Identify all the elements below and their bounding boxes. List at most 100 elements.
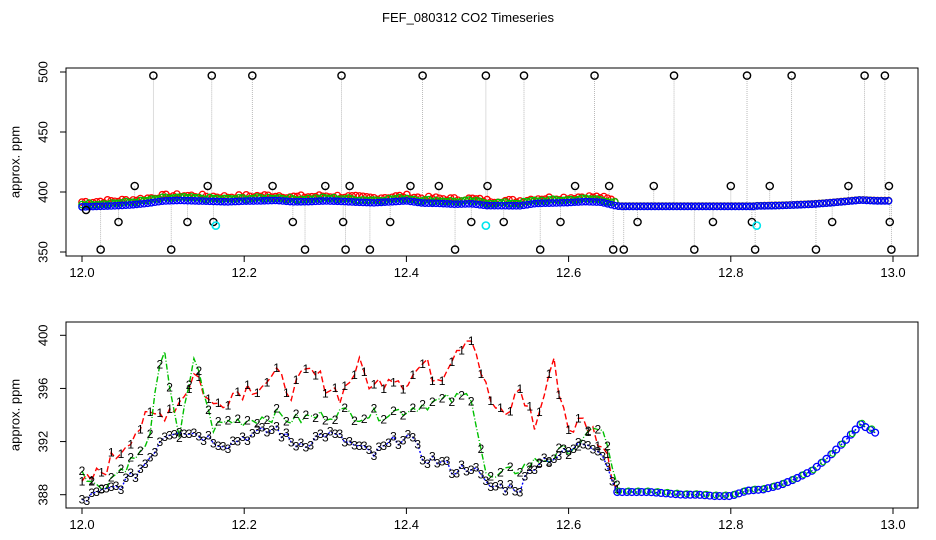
data-point-ch3 [877,197,886,205]
series-label-3: 3 [473,461,480,475]
y-tick-label: 392 [35,431,50,453]
data-point-ch3 [275,196,283,205]
data-point-ch3 [683,202,692,211]
series-point-2 [751,485,759,493]
series-label-3: 3 [609,475,616,489]
outlier-point [570,181,580,191]
data-point-ch3 [527,200,535,209]
series-label-2: 2 [614,478,621,492]
series-label-3: 3 [604,460,611,474]
series-label-1: 1 [302,362,309,376]
data-point-ch3 [559,198,568,207]
series-label-1: 1 [264,375,271,389]
x-tick-label: 12.8 [718,517,743,532]
series-label-1: 1 [225,399,232,413]
data-point-ch3 [428,199,437,208]
data-point-ch3 [103,202,112,210]
outlier-point [341,245,350,254]
series-label-2: 2 [546,455,553,469]
series-label-3: 3 [439,454,446,468]
series-point-2 [770,482,778,490]
outlier-point [114,217,123,227]
series-label-3: 3 [536,457,543,471]
data-point-ch3 [702,202,710,211]
data-point-ch3 [355,198,364,207]
series-label-1: 1 [390,375,397,389]
outlier-point [337,71,346,80]
series-label-3: 3 [98,482,105,496]
series-label-3: 3 [210,436,217,450]
data-point-ch3 [793,201,802,209]
data-point-ch3 [89,202,97,211]
data-point-ch3 [632,202,641,211]
series-point-3 [822,454,831,463]
series-label-2: 2 [147,427,154,441]
series-label-1: 1 [137,422,144,436]
series-label-3: 3 [590,442,597,456]
series-label-1: 1 [79,474,86,488]
outlier-point [149,71,158,80]
data-point-ch3 [687,202,696,211]
data-point-ch3 [731,202,740,211]
outlier-point [466,217,476,227]
data-point-ch3 [406,197,415,206]
data-point-ch3 [322,197,331,205]
outlier-point [556,217,565,227]
data-point-ch3 [629,202,637,211]
outlier-point [499,217,509,227]
outlier-point [885,217,895,227]
series-label-3: 3 [200,434,207,448]
series-label-3: 3 [424,457,431,471]
series-point-3 [783,478,792,487]
outlier-point [207,71,217,80]
x-tick-label: 13.0 [880,265,905,280]
data-point-ch3 [658,202,667,211]
series-label-3: 3 [463,464,470,478]
series-label-2: 2 [176,431,183,445]
outlier-point [811,245,821,254]
outlier-point [726,181,736,191]
series-label-3: 3 [103,481,110,495]
series-point-3 [764,484,773,493]
series-label-3: 3 [268,423,275,437]
data-point-ch3 [304,197,313,206]
data-point-ch3 [213,197,221,206]
data-point-ch3 [198,197,207,205]
data-point-ch3 [392,197,400,206]
outlier-point [345,181,354,191]
data-point-ch3 [738,202,747,211]
series-label-3: 3 [390,429,397,443]
data-point-ch3 [851,196,860,205]
data-point-ch3 [501,201,510,210]
x-tick-label: 12.2 [232,265,257,280]
data-point-ch3 [837,198,845,206]
outlier-point [787,71,796,80]
series-label-3: 3 [84,494,91,508]
series-label-1: 1 [98,466,105,480]
series-label-1: 1 [556,388,563,402]
data-point-ch3 [154,197,163,206]
data-point-ch3 [143,199,152,208]
series-label-3: 3 [79,492,86,506]
series-label-2: 2 [556,441,563,455]
y-tick-label: 350 [35,241,50,263]
data-point-ch3 [680,202,689,211]
series-label-3: 3 [108,480,115,494]
outlier-point [406,181,415,191]
series-label-1: 1 [448,355,455,369]
series-label-1: 1 [157,406,164,420]
series-label-3: 3 [458,458,465,472]
series-label-2: 2 [137,444,144,458]
series-label-1: 1 [312,368,319,382]
series-label-3: 3 [395,438,402,452]
series-label-3: 3 [565,445,572,459]
data-point-ch3 [603,199,612,208]
series-label-3: 3 [244,434,251,448]
data-point-ch3 [381,198,389,207]
series-label-2: 2 [225,413,232,427]
series-label-3: 3 [599,449,606,463]
series-label-1: 1 [127,437,134,451]
data-point-ch3 [490,201,499,210]
outlier-point [590,71,599,80]
series-label-3: 3 [132,471,139,485]
